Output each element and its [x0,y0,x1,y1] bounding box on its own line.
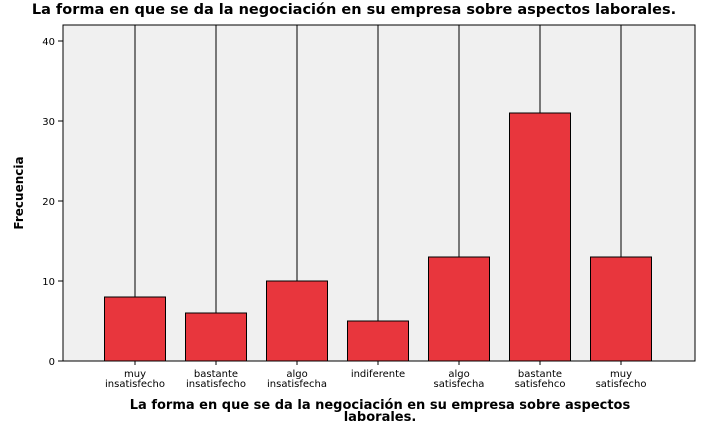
x-tick-label: insatisfecho [105,379,165,390]
x-tick-label: insatisfecho [186,379,246,390]
bar [590,256,652,362]
x-axis-label-line: laborales. [343,410,417,425]
y-axis-label: Frecuencia [12,156,26,229]
x-tick-label: insatisfecha [267,379,327,390]
x-axis-label: La forma en que se da la negociación en … [100,398,660,425]
x-tick-label: satisfecha [434,379,485,390]
bar [185,312,247,362]
x-tick-label: satisfecho [596,379,647,390]
x-axis-label-line: La forma en que se da la negociación en … [129,398,631,413]
bar [104,296,166,362]
y-tick-label: 0 [49,357,55,368]
y-tick-label: 40 [42,37,55,48]
x-tick-label: bastante [518,369,562,380]
x-tick-label: muy [124,369,146,380]
y-tick-label: 20 [42,197,55,208]
bar [266,280,328,362]
y-tick-label: 30 [42,117,55,128]
x-tick-label: muy [610,369,632,380]
bar [509,112,571,362]
bars [104,112,652,362]
x-tick-label: indiferente [351,369,405,380]
chart-title: La forma en que se da la negociación en … [31,2,677,18]
x-tick-label: bastante [194,369,238,380]
plot-area [62,24,696,362]
x-tick-label: satisfehco [515,379,566,390]
bar [347,320,409,362]
y-tick-label: 10 [42,277,55,288]
y-axis: 0 10 20 30 40 [42,37,63,368]
x-tick-label: algo [448,369,469,380]
category-lines [134,25,622,321]
bar [428,256,490,362]
x-tick-label: algo [286,369,307,380]
x-axis: muyinsatisfechobastanteinsatisfechoalgoi… [105,361,646,390]
